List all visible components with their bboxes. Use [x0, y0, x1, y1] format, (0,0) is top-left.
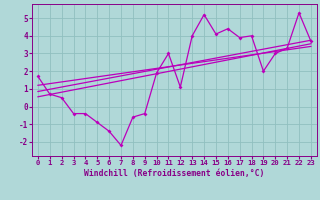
- X-axis label: Windchill (Refroidissement éolien,°C): Windchill (Refroidissement éolien,°C): [84, 169, 265, 178]
